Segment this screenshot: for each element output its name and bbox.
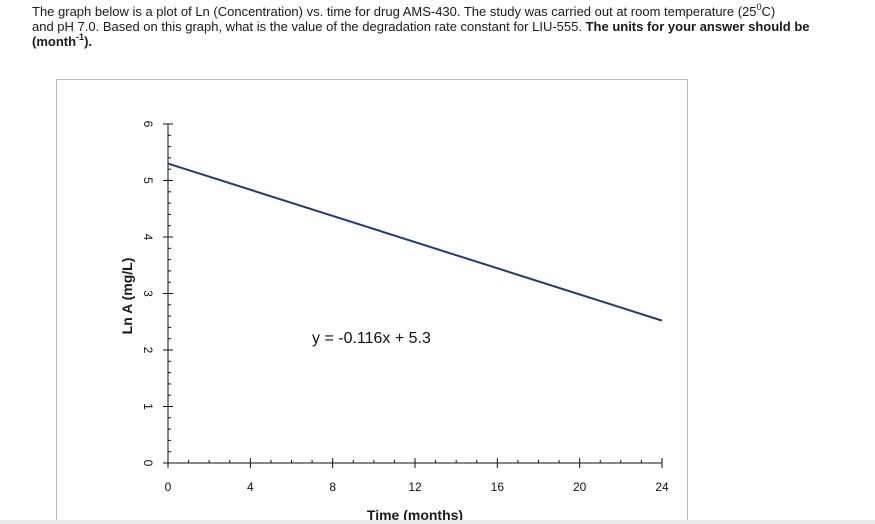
x-tick-label: 20 [573, 480, 587, 494]
question-line2: and pH 7.0. Based on this graph, what is… [32, 19, 582, 34]
y-tick-label: 5 [141, 177, 155, 184]
y-tick-label: 2 [141, 347, 155, 354]
question-text: The graph below is a plot of Ln (Concent… [32, 1, 852, 49]
x-tick-label: 24 [655, 480, 669, 494]
x-tick-label: 8 [329, 480, 336, 494]
y-tick-label: 3 [141, 290, 155, 297]
y-tick-label: 4 [141, 234, 155, 241]
trendline [167, 162, 663, 322]
y-tick-label: 0 [141, 460, 155, 467]
question-line1: The graph below is a plot of Ln (Concent… [32, 1, 776, 19]
trendline-equation: y = -0.116x + 5.3 [312, 330, 431, 347]
y-axis-title: Ln A (mg/L) [119, 258, 135, 335]
x-tick-label: 12 [408, 480, 422, 494]
y-tick-label: 6 [141, 121, 155, 128]
y-tick-label: 1 [141, 403, 155, 410]
chart-frame [56, 79, 688, 524]
units-instruction: The units for your answer should be (mon… [32, 19, 810, 49]
chart-marks [167, 162, 663, 322]
x-tick-label: 16 [491, 480, 505, 494]
bottom-scrollbar-track [0, 520, 875, 524]
x-axis-title: Time (months) [367, 507, 463, 523]
x-tick-label: 4 [247, 480, 254, 494]
x-tick-label: 0 [165, 480, 172, 494]
